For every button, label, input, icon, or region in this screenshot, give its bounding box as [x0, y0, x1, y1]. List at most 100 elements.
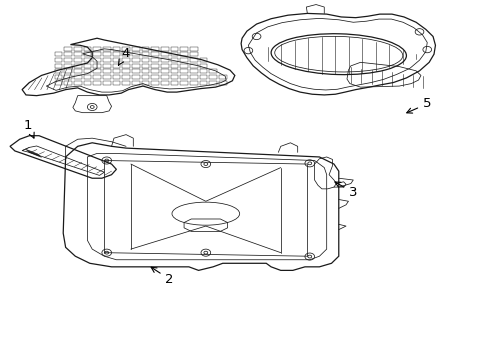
- Bar: [74, 58, 81, 62]
- Bar: [83, 75, 91, 79]
- Bar: [93, 75, 101, 79]
- Bar: [54, 75, 62, 79]
- Bar: [64, 75, 72, 79]
- Bar: [102, 69, 110, 73]
- Bar: [132, 75, 139, 79]
- Bar: [170, 58, 178, 62]
- Bar: [132, 64, 139, 68]
- Bar: [141, 47, 149, 51]
- Bar: [54, 69, 62, 73]
- Bar: [102, 64, 110, 68]
- Bar: [112, 58, 120, 62]
- Bar: [74, 69, 81, 73]
- Bar: [102, 53, 110, 56]
- Bar: [161, 47, 168, 51]
- Bar: [54, 64, 62, 68]
- Bar: [180, 69, 187, 73]
- Bar: [170, 53, 178, 56]
- Bar: [170, 47, 178, 51]
- Bar: [219, 81, 226, 85]
- Bar: [54, 53, 62, 56]
- Bar: [112, 81, 120, 85]
- Bar: [161, 69, 168, 73]
- Bar: [74, 75, 81, 79]
- Bar: [83, 69, 91, 73]
- Text: 5: 5: [406, 97, 430, 113]
- Bar: [161, 58, 168, 62]
- Bar: [122, 81, 130, 85]
- Bar: [180, 75, 187, 79]
- Text: 3: 3: [334, 182, 357, 199]
- Bar: [93, 69, 101, 73]
- Bar: [122, 69, 130, 73]
- Bar: [199, 75, 207, 79]
- Bar: [74, 53, 81, 56]
- Bar: [141, 75, 149, 79]
- Bar: [64, 47, 72, 51]
- Bar: [180, 47, 187, 51]
- Bar: [112, 47, 120, 51]
- Bar: [64, 58, 72, 62]
- Bar: [112, 53, 120, 56]
- Bar: [83, 64, 91, 68]
- Bar: [132, 58, 139, 62]
- Bar: [102, 81, 110, 85]
- Bar: [132, 69, 139, 73]
- Bar: [122, 75, 130, 79]
- Bar: [93, 47, 101, 51]
- Bar: [83, 58, 91, 62]
- Bar: [141, 64, 149, 68]
- Bar: [170, 64, 178, 68]
- Bar: [189, 64, 197, 68]
- Bar: [170, 75, 178, 79]
- Bar: [180, 81, 187, 85]
- Bar: [132, 53, 139, 56]
- Bar: [151, 58, 159, 62]
- Bar: [170, 69, 178, 73]
- Bar: [132, 81, 139, 85]
- Bar: [141, 69, 149, 73]
- Bar: [54, 81, 62, 85]
- Bar: [170, 81, 178, 85]
- Bar: [93, 58, 101, 62]
- Bar: [161, 53, 168, 56]
- Bar: [74, 64, 81, 68]
- Bar: [83, 53, 91, 56]
- Bar: [93, 64, 101, 68]
- Bar: [151, 81, 159, 85]
- Bar: [102, 75, 110, 79]
- Bar: [83, 47, 91, 51]
- Bar: [64, 69, 72, 73]
- Bar: [151, 64, 159, 68]
- Bar: [141, 58, 149, 62]
- Bar: [112, 64, 120, 68]
- Bar: [64, 64, 72, 68]
- Bar: [102, 58, 110, 62]
- Bar: [189, 47, 197, 51]
- Bar: [102, 47, 110, 51]
- Bar: [199, 81, 207, 85]
- Bar: [64, 81, 72, 85]
- Bar: [161, 75, 168, 79]
- Bar: [151, 47, 159, 51]
- Bar: [199, 64, 207, 68]
- Text: 2: 2: [151, 267, 173, 286]
- Bar: [132, 47, 139, 51]
- Text: 1: 1: [23, 118, 34, 138]
- Bar: [199, 69, 207, 73]
- Bar: [180, 53, 187, 56]
- Bar: [219, 75, 226, 79]
- Bar: [180, 58, 187, 62]
- Bar: [209, 75, 217, 79]
- Bar: [112, 75, 120, 79]
- Bar: [74, 47, 81, 51]
- Bar: [83, 81, 91, 85]
- Bar: [189, 58, 197, 62]
- Bar: [189, 69, 197, 73]
- Bar: [122, 58, 130, 62]
- Bar: [112, 69, 120, 73]
- Bar: [189, 75, 197, 79]
- Bar: [93, 53, 101, 56]
- Bar: [122, 64, 130, 68]
- Bar: [122, 53, 130, 56]
